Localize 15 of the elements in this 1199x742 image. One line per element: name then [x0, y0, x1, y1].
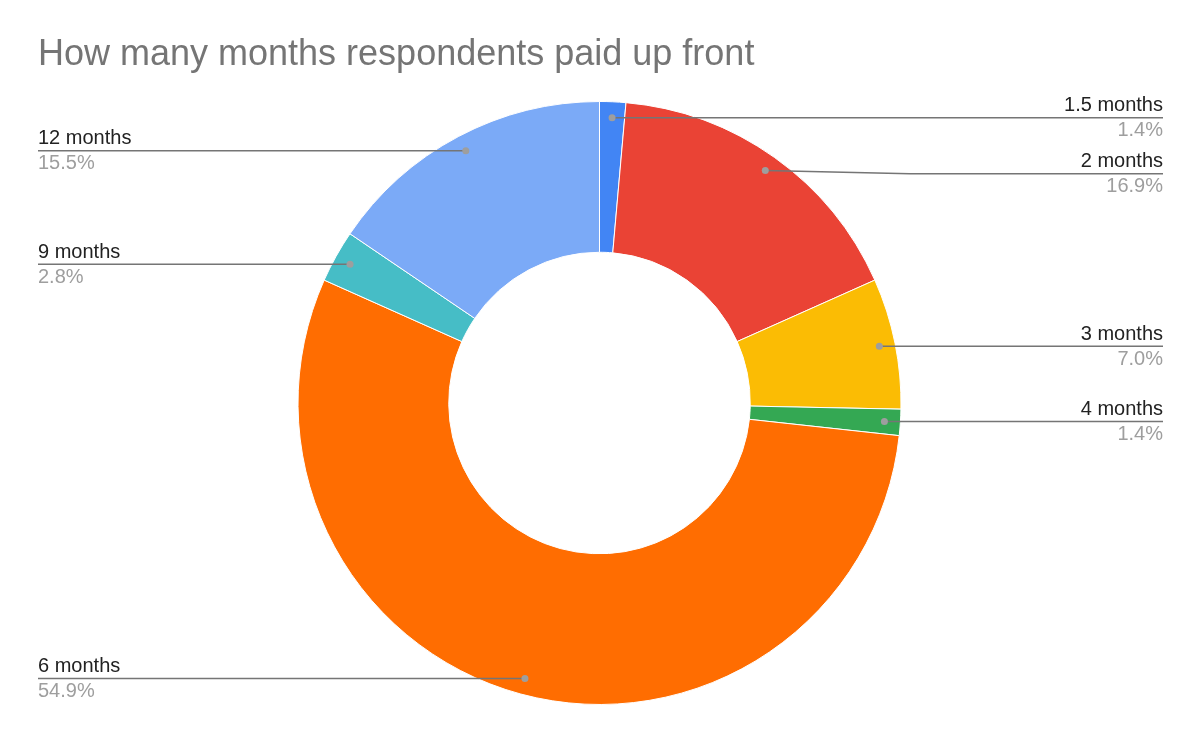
data-label: 54.9% [38, 679, 95, 702]
data-label: 15.5% [38, 151, 95, 174]
chart-title: How many months respondents paid up front [38, 31, 755, 73]
slice-label: 6 months [38, 654, 121, 677]
slice-label: 3 months [1080, 321, 1163, 344]
slice-label: 1.5 months [1064, 93, 1163, 116]
data-label: 1.4% [1117, 421, 1164, 444]
slice-label: 2 months [1080, 149, 1163, 172]
data-label: 7.0% [1117, 346, 1164, 369]
data-label: 1.4% [1117, 118, 1164, 141]
data-label: 2.8% [38, 264, 84, 287]
slice-label: 9 months [38, 239, 121, 262]
slice-label: 4 months [1080, 396, 1163, 419]
data-label: 16.9% [1106, 174, 1164, 197]
slice-label: 12 months [38, 126, 132, 149]
